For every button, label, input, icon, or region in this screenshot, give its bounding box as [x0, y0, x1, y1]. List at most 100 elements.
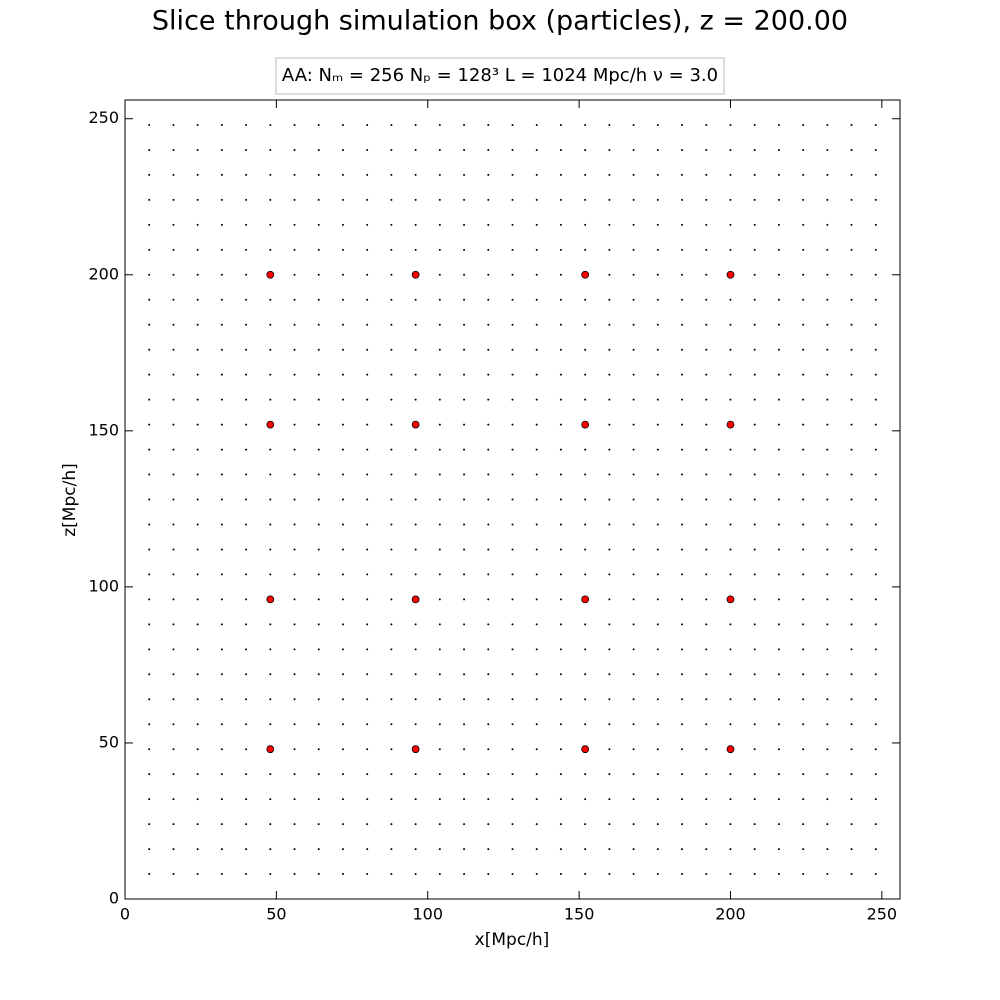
point — [245, 598, 248, 601]
point — [390, 373, 393, 376]
point — [463, 198, 466, 201]
point — [584, 648, 587, 651]
point — [487, 198, 490, 201]
point — [172, 148, 175, 151]
point — [317, 873, 320, 876]
point — [463, 698, 466, 701]
point — [411, 420, 420, 429]
point — [463, 623, 466, 626]
point — [390, 623, 393, 626]
point — [511, 723, 514, 726]
point — [874, 798, 877, 801]
point — [753, 773, 756, 776]
point — [559, 273, 562, 276]
point — [511, 123, 514, 126]
point — [196, 273, 199, 276]
point — [753, 698, 756, 701]
point — [463, 773, 466, 776]
point — [777, 723, 780, 726]
point — [777, 273, 780, 276]
point — [559, 148, 562, 151]
point — [656, 773, 659, 776]
point — [681, 298, 684, 301]
point — [681, 473, 684, 476]
point — [414, 323, 417, 326]
point — [414, 198, 417, 201]
point — [172, 823, 175, 826]
point — [341, 148, 344, 151]
point — [608, 698, 611, 701]
point — [535, 723, 538, 726]
point — [366, 323, 369, 326]
point — [608, 623, 611, 626]
point — [850, 448, 853, 451]
point — [729, 448, 732, 451]
point — [608, 198, 611, 201]
point — [753, 173, 756, 176]
point — [632, 298, 635, 301]
point — [874, 848, 877, 851]
point — [535, 648, 538, 651]
point — [341, 723, 344, 726]
point — [438, 823, 441, 826]
point — [802, 423, 805, 426]
point — [826, 348, 829, 351]
point — [414, 473, 417, 476]
point — [584, 723, 587, 726]
point — [341, 873, 344, 876]
point — [317, 123, 320, 126]
point — [777, 198, 780, 201]
point — [850, 698, 853, 701]
point — [559, 648, 562, 651]
point — [220, 748, 223, 751]
point — [366, 673, 369, 676]
point — [341, 248, 344, 251]
point — [366, 398, 369, 401]
point — [850, 198, 853, 201]
point — [245, 373, 248, 376]
point — [632, 598, 635, 601]
point — [802, 223, 805, 226]
point — [608, 798, 611, 801]
point — [584, 523, 587, 526]
y-tick-label: 0 — [109, 889, 119, 908]
point — [608, 473, 611, 476]
point — [245, 673, 248, 676]
point — [705, 673, 708, 676]
point — [874, 673, 877, 676]
point — [245, 848, 248, 851]
point — [874, 373, 877, 376]
point — [726, 595, 735, 604]
point — [487, 523, 490, 526]
point — [317, 248, 320, 251]
point — [438, 473, 441, 476]
point — [366, 598, 369, 601]
point — [438, 273, 441, 276]
point — [802, 723, 805, 726]
point — [559, 323, 562, 326]
point — [487, 423, 490, 426]
point — [266, 745, 275, 754]
point — [729, 398, 732, 401]
point — [293, 873, 296, 876]
point — [777, 548, 780, 551]
point — [777, 648, 780, 651]
point — [463, 548, 466, 551]
point — [341, 423, 344, 426]
point — [196, 698, 199, 701]
point — [656, 348, 659, 351]
point — [438, 198, 441, 201]
point — [777, 148, 780, 151]
point — [293, 223, 296, 226]
point — [874, 273, 877, 276]
point — [293, 573, 296, 576]
point — [753, 498, 756, 501]
point — [220, 223, 223, 226]
point — [487, 173, 490, 176]
point — [681, 323, 684, 326]
point — [487, 723, 490, 726]
point — [196, 148, 199, 151]
point — [269, 848, 272, 851]
point — [802, 298, 805, 301]
point — [269, 223, 272, 226]
